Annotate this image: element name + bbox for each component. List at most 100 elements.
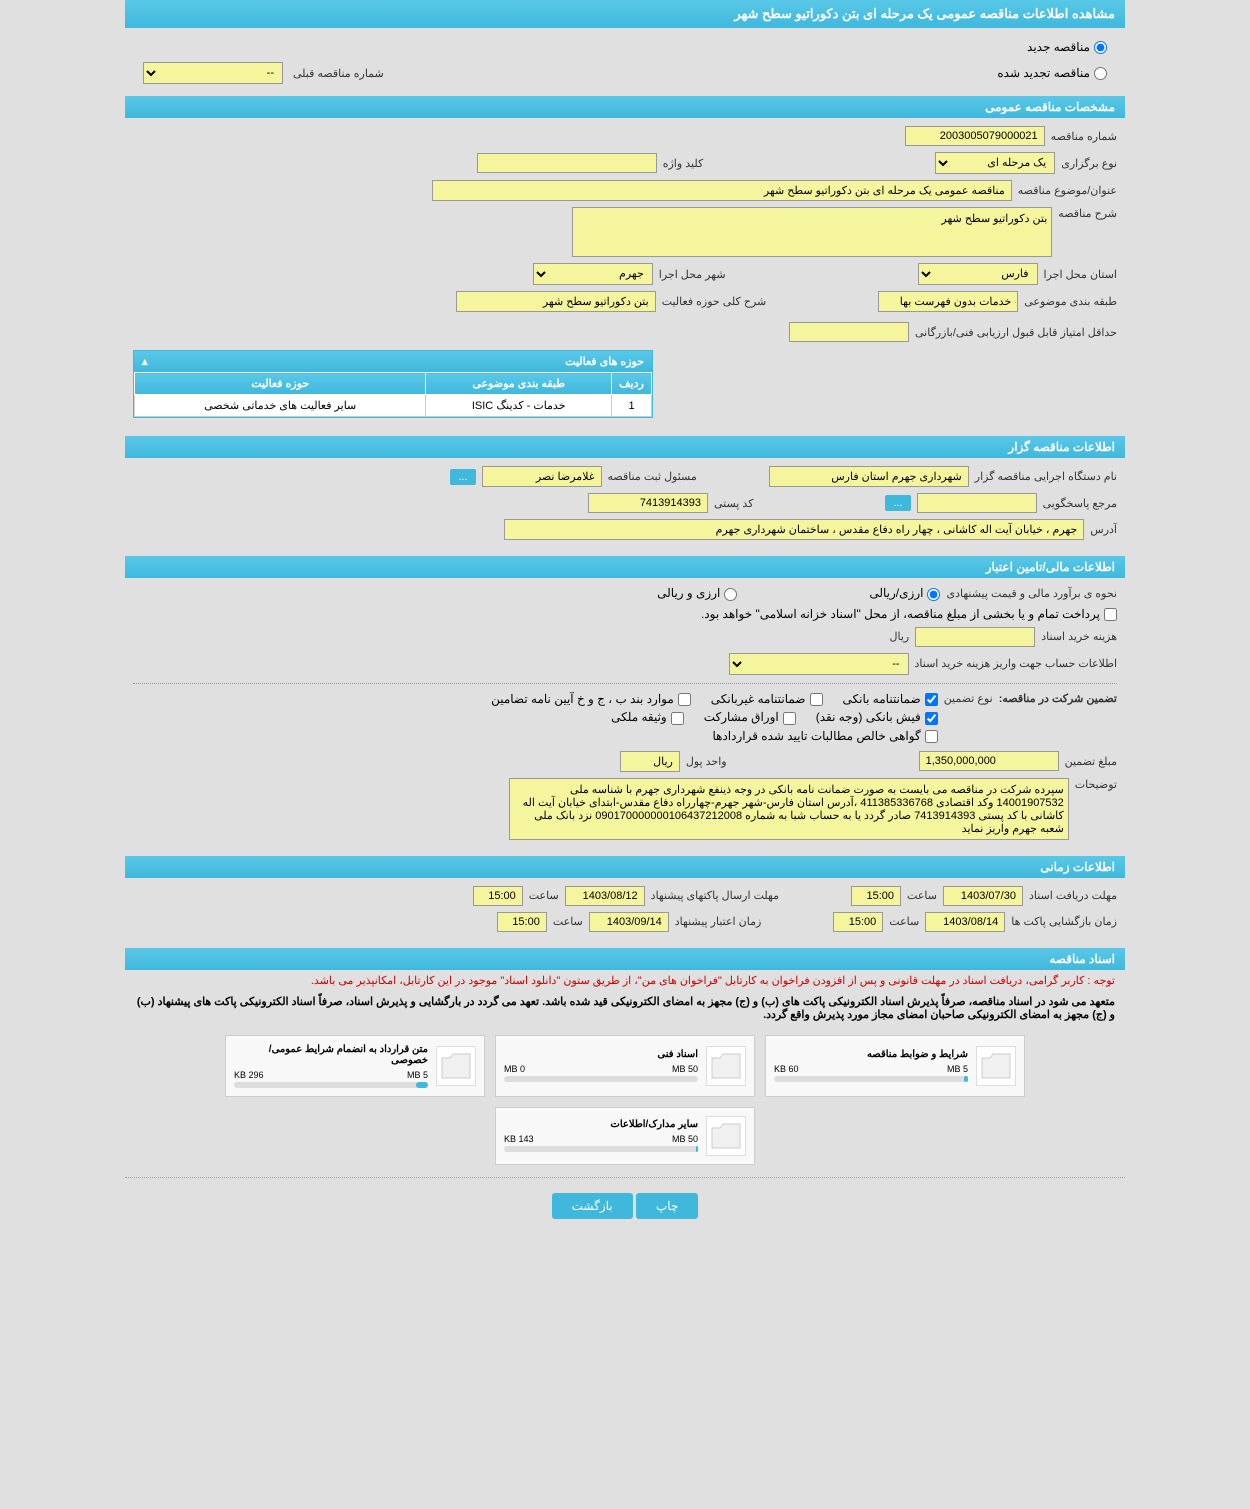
credit-time: 15:00 [497,912,547,932]
type-select[interactable]: یک مرحله ای [935,152,1055,174]
min-score-field [789,322,909,342]
open-time: 15:00 [833,912,883,932]
prev-number-label: شماره مناقصه قبلی [293,67,384,80]
print-button[interactable]: چاپ [636,1193,698,1219]
chk-contract-cert[interactable] [925,730,938,743]
guarantee-amount-label: مبلغ تضمین [1065,755,1117,768]
activity-desc-label: شرح کلی حوزه فعالیت [662,295,767,308]
new-tender-radio-label[interactable]: مناقصه جدید [1027,40,1107,54]
number-label: شماره مناقصه [1051,130,1117,143]
back-button[interactable]: بازگشت [552,1193,633,1219]
account-label: اطلاعات حساب جهت واریز هزینه خرید اسناد [915,657,1117,670]
activity-desc-field: بتن دکوراتیو سطح شهر [456,291,656,312]
opt-rial-label[interactable]: ارزی/ریالی [869,586,940,600]
chk-cases-label[interactable]: موارد بند ب ، ج و خ آیین نامه تضامین [491,692,691,706]
estimate-label: نحوه ی برآورد مالی و قیمت پیشنهادی [946,587,1117,600]
chk-participation-label[interactable]: اوراق مشارکت [704,710,796,724]
doc-title: شرایط و ضوابط مناقصه [774,1049,968,1060]
prev-number-select[interactable]: -- [143,62,283,84]
doc-cost-label: هزینه خرید اسناد [1041,630,1117,643]
guarantee-type-label: نوع تضمین [944,692,993,705]
unit-field: ریال [620,751,680,772]
address-field: جهرم ، خیابان آیت اله کاشانی ، چهار راه … [504,519,1084,540]
receive-date: 1403/07/30 [943,886,1023,906]
contact-label: مرجع پاسخگویی [1043,497,1117,510]
credit-time-label: ساعت [553,915,583,928]
open-label: زمان بازگشایی پاکت ها [1011,915,1117,928]
city-select[interactable]: جهرم [533,263,653,285]
subject-label: عنوان/موضوع مناقصه [1018,184,1117,197]
account-select[interactable]: -- [729,653,909,675]
min-score-label: حداقل امتیاز قابل قبول ارزیابی فنی/بازرگ… [915,326,1117,339]
folder-icon [436,1046,476,1086]
doc-card[interactable]: متن قرارداد به انضمام شرایط عمومی/خصوصی 5… [225,1035,485,1097]
new-tender-text: مناقصه جدید [1027,40,1090,54]
chk-bank-guarantee[interactable] [925,693,938,706]
contact-more-button[interactable]: ... [885,495,910,511]
renewed-tender-text: مناقصه تجدید شده [997,66,1090,80]
opt-rial-radio[interactable] [927,588,940,601]
guarantee-amount-field: 1,350,000,000 [919,751,1059,771]
doc-card[interactable]: اسناد فنی50 MB0 MB [495,1035,755,1097]
chk-bank-receipt-label[interactable]: فیش بانکی (وجه نقد) [816,710,938,724]
doc-card[interactable]: شرایط و ضوابط مناقصه5 MB60 KB [765,1035,1025,1097]
page-title: مشاهده اطلاعات مناقصه عمومی یک مرحله ای … [125,0,1125,28]
doc-cost-unit: ریال [889,630,909,643]
unit-label: واحد پول [686,755,727,768]
chk-contract-cert-label[interactable]: گواهی خالص مطالبات تایید شده قراردادها [712,729,937,743]
send-time: 15:00 [473,886,523,906]
guarantee-header: تضمین شرکت در مناقصه: [999,692,1117,705]
open-date: 1403/08/14 [925,912,1005,932]
doc-total: 5 MB [947,1064,968,1074]
activity-panel-title: حوزه های فعالیت [565,355,644,368]
receive-time-label: ساعت [907,889,937,902]
doc-total: 5 MB [407,1070,428,1080]
payment-note-label[interactable]: پرداخت تمام و یا بخشی از مبلغ مناقصه، از… [701,607,1117,621]
chk-bank-guarantee-label[interactable]: ضمانتنامه بانکی [843,692,938,706]
chk-nonbank-guarantee[interactable] [810,693,823,706]
chk-property[interactable] [671,712,684,725]
desc-field: بتن دکوراتیو سطح شهر [572,207,1052,257]
address-label: آدرس [1090,523,1117,536]
collapse-icon[interactable]: ▴ [142,355,148,368]
financial-section-header: اطلاعات مالی/تامین اعتبار [125,556,1125,578]
open-time-label: ساعت [889,915,919,928]
keyword-field [477,153,657,173]
org-more-button[interactable]: ... [450,469,475,485]
new-tender-radio[interactable] [1094,41,1107,54]
org-field: شهرداری جهرم استان فارس [769,466,969,487]
doc-card[interactable]: سایر مدارک/اطلاعات50 MB143 KB [495,1107,755,1165]
chk-cases[interactable] [678,693,691,706]
desc-label: شرح مناقصه [1058,207,1117,220]
col-area: حوزه فعالیت [135,373,426,395]
general-section-header: مشخصات مناقصه عمومی [125,96,1125,118]
send-label: مهلت ارسال پاکتهای پیشنهاد [651,889,779,902]
reg-manager-field: غلامرضا نصر [482,466,602,487]
chk-property-label[interactable]: وثیقه ملکی [611,710,684,724]
chk-participation[interactable] [783,712,796,725]
activity-table: ردیف طبقه بندی موضوعی حوزه فعالیت 1خدمات… [134,372,652,417]
postal-label: کد پستی [714,497,753,510]
payment-note-check[interactable] [1104,608,1117,621]
keyword-label: کلید واژه [663,157,703,170]
city-label: شهر محل اجرا [659,268,726,281]
renewed-tender-radio-label[interactable]: مناقصه تجدید شده [997,66,1107,80]
doc-title: متن قرارداد به انضمام شرایط عمومی/خصوصی [234,1044,428,1066]
send-time-label: ساعت [529,889,559,902]
doc-used: 0 MB [504,1064,525,1074]
opt-currency-radio[interactable] [724,588,737,601]
chk-nonbank-guarantee-label[interactable]: ضمانتنامه غیربانکی [711,692,823,706]
province-select[interactable]: فارس [918,263,1038,285]
org-label: نام دستگاه اجرایی مناقصه گزار [975,470,1117,483]
receive-time: 15:00 [851,886,901,906]
doc-used: 143 KB [504,1134,534,1144]
table-row: 1خدمات - کدینگ ISICسایر فعالیت های خدمات… [135,395,652,417]
receive-label: مهلت دریافت اسناد [1029,889,1117,902]
province-label: استان محل اجرا [1044,268,1117,281]
renewed-tender-radio[interactable] [1094,67,1107,80]
documents-notice1: توجه : کاربر گرامی، دریافت اسناد در مهلت… [125,970,1125,991]
doc-used: 296 KB [234,1070,264,1080]
doc-total: 50 MB [672,1064,698,1074]
chk-bank-receipt[interactable] [925,712,938,725]
opt-currency-label[interactable]: ارزی و ریالی [657,586,737,600]
